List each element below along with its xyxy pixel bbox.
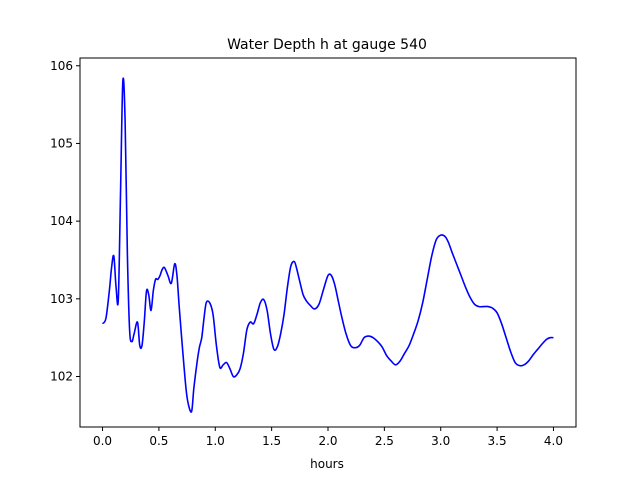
x-tick-label: 0.5 (149, 434, 168, 448)
x-tick-label: 1.0 (206, 434, 225, 448)
y-tick-label: 104 (50, 214, 73, 228)
y-axis: 102 103 104 105 106 (50, 59, 80, 384)
chart-title: Water Depth h at gauge 540 (227, 37, 427, 53)
x-tick-label: 2.0 (318, 434, 337, 448)
x-tick-label: 1.5 (262, 434, 281, 448)
series-line (101, 77, 554, 413)
x-tick-label: 0.0 (93, 434, 112, 448)
y-tick-label: 103 (50, 292, 73, 306)
x-tick-label: 3.5 (488, 434, 507, 448)
x-tick-label: 2.5 (375, 434, 394, 448)
y-tick-label: 106 (50, 59, 73, 73)
y-tick-label: 102 (50, 370, 73, 384)
plot-area (101, 77, 554, 413)
y-tick-label: 105 (50, 136, 73, 150)
axes-frame (79, 57, 577, 428)
x-tick-label: 3.0 (431, 434, 450, 448)
x-tick-label: 4.0 (544, 434, 563, 448)
x-axis: 0.0 0.5 1.0 1.5 2.0 2.5 3.0 3.5 4.0 (93, 427, 563, 448)
x-axis-label: hours (310, 457, 344, 471)
